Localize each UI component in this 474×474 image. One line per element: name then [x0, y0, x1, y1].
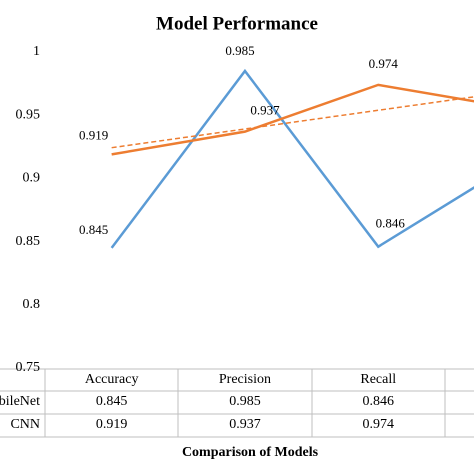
chart-title: Model Performance [156, 13, 318, 34]
table-cell: 0.937 [229, 417, 261, 432]
trendline [111, 96, 474, 149]
x-tick-label: Accuracy [85, 372, 139, 387]
table-cell: 0.919 [96, 417, 128, 432]
y-tick-label: 1 [33, 44, 40, 59]
y-tick-label: 0.85 [16, 234, 41, 249]
data-label: 0.985 [225, 43, 254, 58]
x-axis-label: Comparison of Models [182, 445, 319, 460]
y-tick-label: 0.9 [23, 171, 41, 186]
data-label: 0.974 [369, 56, 399, 71]
x-tick-label: Precision [219, 372, 271, 387]
table-cell: 0.846 [363, 394, 395, 409]
y-tick-label: 0.95 [16, 107, 41, 122]
table-cell: 0.845 [96, 394, 128, 409]
data-label: 0.846 [376, 216, 406, 231]
data-table-grid [0, 368, 474, 438]
data-label: 0.937 [250, 103, 280, 118]
x-tick-label: Recall [360, 372, 396, 387]
data-label: 0.919 [79, 127, 108, 142]
line-series [111, 83, 474, 156]
y-tick-label: 0.8 [23, 297, 41, 312]
table-cell: 0.974 [363, 417, 395, 432]
y-tick-label: 0.75 [16, 360, 41, 375]
line-series [110, 68, 474, 249]
table-cell: 0.985 [229, 394, 261, 409]
table-row-header: CNN [10, 417, 40, 432]
table-row-header: MobileNet [0, 394, 40, 409]
data-label: 0.845 [79, 222, 108, 237]
